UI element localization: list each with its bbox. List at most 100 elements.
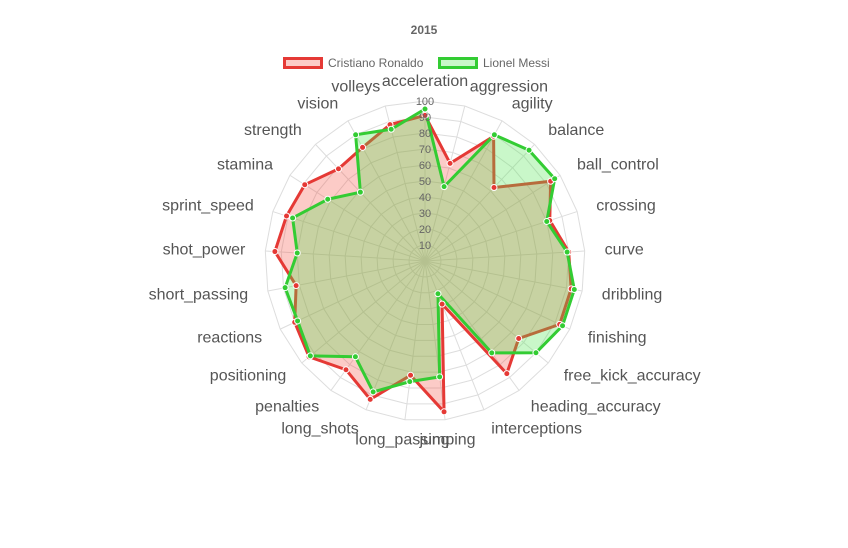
data-point-1-stamina [301,181,309,189]
data-point-2-aggression [440,183,448,191]
grid-ring-50 [344,180,506,341]
data-point-2-penalties [351,353,359,361]
spoke-agility [424,120,503,262]
spoke-strength [315,144,426,262]
data-point-1-strength [334,165,342,173]
data-point-1-heading_accuracy [503,370,511,378]
data-point-1-long_shots [366,395,374,403]
data-point-1-penalties [342,366,350,374]
tick-label-60: 60 [419,160,431,172]
data-point-2-positioning [306,352,314,360]
data-point-2-vision [352,131,360,139]
data-point-2-agility [490,131,498,139]
tick-label-50: 50 [419,176,431,188]
grid-ring-100 [264,100,586,421]
data-point-2-short_passing [281,284,289,292]
data-point-2-volleys [387,125,395,133]
data-point-2-long_shots [369,388,377,396]
axis-label-volleys: volleys [331,79,380,96]
spoke-ball_control [424,174,561,262]
axis-label-agility: agility [512,95,553,112]
tick-label-30: 30 [419,208,431,220]
grid-ring-70 [312,148,538,373]
spoke-stamina [289,174,426,262]
data-point-2-acceleration [421,105,429,113]
spoke-vision [347,120,426,262]
axis-label-crossing: crossing [596,197,656,214]
axis-label-reactions: reactions [197,330,262,347]
axis-label-acceleration: acceleration [382,73,468,90]
spoke-interceptions [424,260,485,410]
grid-ring-10 [408,244,442,278]
data-point-2-crossing [543,217,551,225]
data-point-2-balance [525,146,533,154]
data-point-1-long_passing [407,371,415,379]
data-point-1-sprint_speed [283,212,291,220]
axis-label-vision: vision [297,95,338,112]
axis-label-shot_power: shot_power [163,242,246,259]
data-point-2-shot_power [293,249,301,257]
axis-label-long_shots: long_shots [281,420,358,437]
axis-label-heading_accuracy: heading_accuracy [531,399,661,416]
data-point-2-strength [356,188,364,196]
axis-label-positioning: positioning [210,368,287,385]
data-point-2-free_kick_accuracy [532,349,540,357]
data-point-2-stamina [324,195,332,203]
legend-swatch-series-2 [438,57,478,69]
data-point-1-interceptions [438,300,446,308]
data-point-2-heading_accuracy [488,349,496,357]
axis-label-ball_control: ball_control [577,157,659,174]
axis-label-dribbling: dribbling [602,287,662,304]
grid-ring-80 [296,132,554,389]
grid-ring-30 [376,212,474,310]
grid-ring-60 [328,164,522,357]
data-point-2-interceptions [434,290,442,298]
spoke-sprint_speed [272,211,426,262]
axis-label-balance: balance [548,122,604,139]
legend-item-series-1[interactable]: Cristiano Ronaldo [283,56,423,70]
spoke-long_shots [365,260,426,410]
axis-label-stamina: stamina [217,157,273,174]
tick-label-20: 20 [419,224,431,236]
legend-item-series-2[interactable]: Lionel Messi [438,56,550,70]
spoke-balance [424,144,535,262]
data-point-2-ball_control [551,175,559,183]
spoke-positioning [301,260,426,364]
data-point-2-sprint_speed [289,214,297,222]
data-point-2-finishing [559,322,567,330]
spoke-long_passing [404,260,426,420]
legend-label-series-2: Lionel Messi [483,56,550,70]
spoke-reactions [280,260,426,330]
data-point-2-dribbling [570,285,578,293]
spoke-jumping [424,260,446,420]
data-point-2-jumping [436,373,444,381]
grid-ring-20 [392,228,458,294]
spoke-free_kick_accuracy [424,260,549,364]
legend: Cristiano Ronaldo Lionel Messi [0,56,848,72]
data-point-2-reactions [294,317,302,325]
axis-label-free_kick_accuracy: free_kick_accuracy [564,368,701,385]
spoke-shot_power [265,250,426,262]
data-point-1-jumping [440,408,448,416]
axis-label-long_passing: long_passing [355,432,449,449]
axis-label-finishing: finishing [588,330,647,347]
tick-label-40: 40 [419,192,431,204]
axis-label-curve: curve [605,242,644,259]
spoke-finishing [424,260,570,330]
data-point-1-vision [359,143,367,151]
spoke-curve [424,250,585,262]
axis-label-sprint_speed: sprint_speed [162,197,254,214]
data-point-2-curve [563,248,571,256]
spoke-dribbling [424,260,583,292]
legend-label-series-1: Cristiano Ronaldo [328,56,424,70]
chart-title: 2015 [410,23,438,37]
axis-label-penalties: penalties [255,399,319,416]
axis-label-aggression: aggression [470,79,548,96]
axis-label-jumping: jumping [419,432,476,449]
axis-label-strength: strength [244,122,302,139]
data-point-1-shot_power [271,248,279,256]
grid-ring-40 [360,196,490,325]
tick-label-10: 10 [419,240,431,252]
tick-label-80: 80 [419,128,431,140]
